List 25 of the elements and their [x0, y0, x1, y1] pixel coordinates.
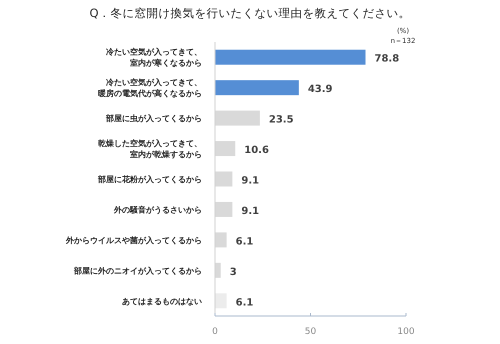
data-label: 9.1	[241, 176, 260, 186]
y-tick-label: あてはまるものはない	[122, 296, 202, 306]
data-label: 78.8	[374, 54, 400, 65]
y-tick-label: 乾燥した空気が入ってきて、室内が乾燥するから	[98, 138, 202, 160]
bar	[215, 50, 366, 65]
bar	[215, 293, 227, 308]
y-tick-label: 外の騒音がうるさいから	[113, 204, 202, 214]
y-tick-label: 外からウイルスや菌が入ってくるから	[65, 236, 202, 245]
data-label: 3	[230, 266, 237, 278]
y-tick-label: 冷たい空気が入ってきて、室内が寒くなるから	[106, 46, 202, 68]
chart-title: Q．冬に窓開け換気を行いたくない理由を教えてください。	[89, 6, 411, 20]
y-tick-label: 部屋に花粉が入ってくるから	[97, 175, 202, 184]
data-label: 9.1	[241, 206, 260, 217]
data-label: 6.1	[236, 236, 254, 248]
y-tick-label: 部屋に虫が入ってくるから	[105, 114, 202, 124]
x-tick-label: 100	[397, 327, 415, 337]
y-tick-label: 部屋に外のニオイが入ってくるから	[73, 266, 202, 276]
data-label: 23.5	[268, 114, 294, 126]
x-tick-label: 50	[304, 327, 316, 337]
x-tick-label: 0	[212, 327, 218, 337]
data-label: 10.6	[244, 145, 269, 156]
bar	[215, 80, 299, 96]
y-tick-label: 冷たい空気が入ってきて、暖房の電気代が高くなるから	[98, 77, 202, 98]
data-label: 43.9	[308, 84, 333, 96]
data-label: 6.1	[236, 297, 254, 308]
